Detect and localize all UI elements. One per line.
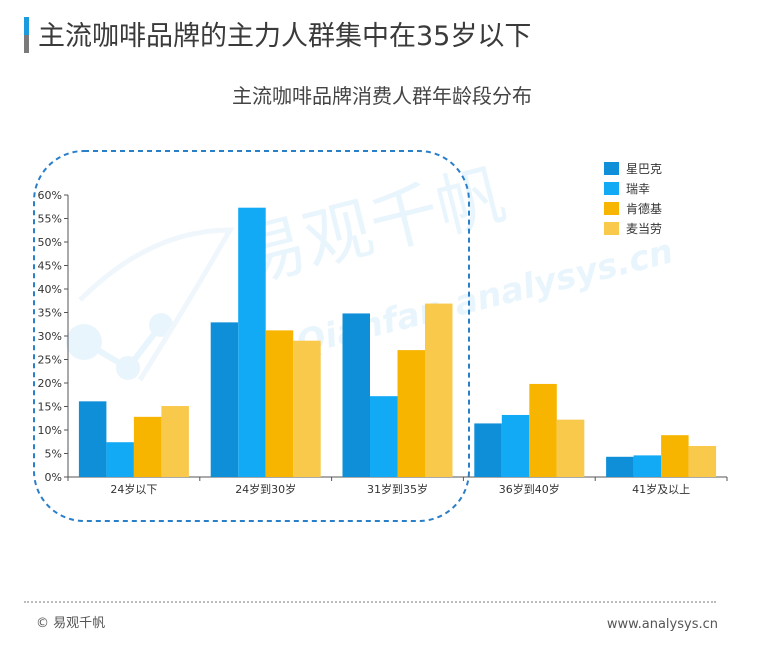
bar	[688, 445, 717, 477]
y-tick-label: 60%	[38, 189, 62, 202]
legend-swatch	[604, 222, 619, 235]
bar	[106, 442, 134, 477]
bar	[133, 416, 162, 477]
bar	[661, 435, 689, 477]
y-tick-label: 25%	[38, 354, 62, 367]
watermark-logo-node	[66, 324, 102, 360]
bar	[501, 414, 530, 477]
bar	[161, 406, 189, 477]
footer-copyright: © 易观千帆	[36, 616, 106, 631]
bar	[425, 303, 453, 477]
watermark-logo-link	[82, 323, 164, 372]
x-tick-label: 24岁到30岁	[235, 482, 296, 496]
legend-label: 瑞幸	[626, 182, 650, 196]
footer-divider	[24, 601, 716, 603]
highlight-box	[33, 150, 470, 522]
bar	[238, 207, 266, 477]
x-tick-label: 31岁到35岁	[367, 482, 428, 496]
legend-swatch	[604, 162, 619, 175]
y-tick-label: 35%	[38, 307, 62, 320]
y-tick-label: 30%	[38, 330, 62, 343]
watermark-logo-swoosh	[78, 227, 235, 382]
watermark: 易观千帆 Qianfan.analysys.cn	[66, 156, 677, 382]
y-tick-label: 55%	[38, 213, 62, 226]
y-tick-label: 5%	[45, 448, 62, 461]
bar	[474, 423, 502, 477]
bar	[293, 340, 321, 477]
y-tick-label: 15%	[38, 401, 62, 414]
bar	[556, 419, 585, 477]
watermark-text-cn: 易观千帆	[230, 156, 513, 298]
x-tick-label: 36岁到40岁	[499, 482, 560, 496]
y-tick-label: 50%	[38, 236, 62, 249]
bar	[370, 396, 398, 477]
bar	[633, 455, 662, 477]
y-tick-label: 45%	[38, 260, 62, 273]
bar	[606, 456, 634, 477]
bar	[529, 383, 557, 477]
page-headline: 主流咖啡品牌的主力人群集中在35岁以下	[38, 21, 532, 52]
footer-site: www.analysys.cn	[606, 617, 718, 632]
header-accent-bar	[24, 17, 29, 53]
chart-title: 主流咖啡品牌消费人群年龄段分布	[232, 84, 532, 108]
watermark-logo-node	[149, 313, 173, 337]
bar	[342, 313, 370, 477]
y-tick-label: 20%	[38, 377, 62, 390]
bar	[78, 401, 107, 477]
y-tick-label: 40%	[38, 283, 62, 296]
legend-swatch	[604, 182, 619, 195]
y-tick-label: 10%	[38, 424, 62, 437]
bar	[397, 350, 425, 477]
x-tick-label: 41岁及以上	[632, 482, 690, 496]
watermark-logo-node	[116, 356, 140, 380]
x-tick-label: 24岁以下	[110, 482, 157, 496]
legend-label: 麦当劳	[626, 222, 662, 236]
bar	[210, 322, 239, 477]
legend-swatch	[604, 202, 619, 215]
bar	[265, 330, 294, 477]
y-tick-label: 0%	[45, 471, 62, 484]
legend-label: 肯德基	[626, 201, 662, 216]
legend-label: 星巴克	[626, 162, 662, 176]
